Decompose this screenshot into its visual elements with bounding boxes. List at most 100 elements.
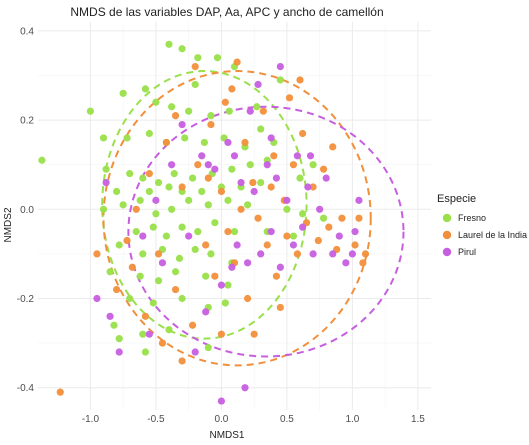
point-fresno xyxy=(296,174,304,182)
point-pirul xyxy=(145,330,153,338)
point-fresno xyxy=(170,170,178,178)
point-laurel-de-la-india xyxy=(178,357,186,365)
point-fresno xyxy=(165,40,173,48)
point-fresno xyxy=(257,178,265,187)
point-laurel-de-la-india xyxy=(293,250,301,258)
point-fresno xyxy=(175,254,184,262)
point-fresno xyxy=(211,219,219,227)
point-fresno xyxy=(145,129,153,138)
point-fresno xyxy=(126,170,134,178)
point-laurel-de-la-india xyxy=(338,214,346,222)
point-pirul xyxy=(299,223,307,231)
point-laurel-de-la-india xyxy=(296,76,304,84)
point-fresno xyxy=(149,299,157,307)
point-fresno xyxy=(181,134,189,142)
point-pirul xyxy=(272,174,281,182)
point-laurel-de-la-india xyxy=(263,241,271,249)
point-fresno xyxy=(225,107,233,115)
point-fresno xyxy=(191,80,199,89)
point-fresno xyxy=(115,335,123,343)
point-laurel-de-la-india xyxy=(123,236,131,245)
point-laurel-de-la-india xyxy=(207,120,215,129)
point-fresno xyxy=(110,321,118,329)
point-fresno xyxy=(198,187,206,196)
x-tick-label: -0.5 xyxy=(147,414,165,425)
point-laurel-de-la-india xyxy=(128,263,136,271)
point-pirul xyxy=(276,263,284,271)
point-fresno xyxy=(228,165,236,173)
point-laurel-de-la-india xyxy=(259,107,267,115)
point-fresno xyxy=(86,107,94,115)
point-pirul xyxy=(276,62,284,71)
point-fresno xyxy=(162,232,170,240)
x-tick-label: -1.0 xyxy=(82,414,100,425)
legend-label-pirul: Pirul xyxy=(458,247,476,257)
x-axis-title: NMDS1 xyxy=(209,430,244,441)
y-tick-label: 0.4 xyxy=(20,26,34,37)
point-fresno xyxy=(221,299,229,307)
point-laurel-de-la-india xyxy=(270,152,278,160)
point-pirul xyxy=(348,250,356,258)
ellipse-fresno xyxy=(101,70,308,340)
point-fresno xyxy=(224,196,232,204)
point-fresno xyxy=(200,138,208,147)
point-fresno xyxy=(123,134,131,142)
point-laurel-de-la-india xyxy=(285,94,294,102)
point-fresno xyxy=(178,294,186,303)
point-pirul xyxy=(152,196,160,204)
point-laurel-de-la-india xyxy=(113,285,121,294)
point-fresno xyxy=(202,272,210,280)
point-laurel-de-la-india xyxy=(309,183,317,191)
y-tick-label: -0.4 xyxy=(17,383,35,394)
confidence-ellipses xyxy=(101,70,405,367)
point-fresno xyxy=(194,228,202,236)
point-laurel-de-la-india xyxy=(325,223,333,231)
point-laurel-de-la-india xyxy=(204,174,212,182)
point-pirul xyxy=(168,161,176,169)
point-laurel-de-la-india xyxy=(237,205,245,213)
point-fresno xyxy=(115,241,123,249)
point-laurel-de-la-india xyxy=(241,138,249,147)
point-pirul xyxy=(263,161,271,169)
grid xyxy=(38,22,431,410)
point-pirul xyxy=(217,397,225,405)
point-fresno xyxy=(185,107,193,115)
point-fresno xyxy=(207,250,215,258)
point-fresno xyxy=(276,76,284,84)
point-fresno xyxy=(309,161,317,169)
point-pirul xyxy=(254,80,262,89)
point-laurel-de-la-india xyxy=(314,236,322,245)
point-pirul xyxy=(202,308,210,316)
point-laurel-de-la-india xyxy=(272,272,281,280)
point-laurel-de-la-india xyxy=(250,330,258,338)
point-laurel-de-la-india xyxy=(217,330,225,338)
point-laurel-de-la-india xyxy=(233,58,241,66)
ellipse-pirul xyxy=(127,105,405,358)
point-fresno xyxy=(139,174,147,182)
point-fresno xyxy=(149,223,157,231)
point-pirul xyxy=(115,348,123,356)
point-laurel-de-la-india xyxy=(217,187,225,196)
point-pirul xyxy=(191,348,199,356)
point-pirul xyxy=(217,281,225,289)
point-pirul xyxy=(355,196,363,204)
point-fresno xyxy=(168,103,176,111)
point-fresno xyxy=(99,134,108,142)
point-pirul xyxy=(241,384,249,392)
point-fresno xyxy=(102,165,110,173)
point-laurel-de-la-india xyxy=(158,339,167,347)
y-tick-label: -0.2 xyxy=(17,294,35,305)
point-fresno xyxy=(141,85,150,93)
x-tick-label: 0.5 xyxy=(280,414,294,425)
point-fresno xyxy=(178,223,186,231)
point-fresno xyxy=(283,205,291,213)
point-laurel-de-la-india xyxy=(355,214,363,222)
point-laurel-de-la-india xyxy=(267,183,275,191)
point-fresno xyxy=(244,201,252,209)
point-fresno xyxy=(126,294,134,303)
point-pirul xyxy=(198,152,206,160)
point-fresno xyxy=(224,281,232,289)
point-fresno xyxy=(136,272,144,280)
point-laurel-de-la-india xyxy=(228,85,236,93)
